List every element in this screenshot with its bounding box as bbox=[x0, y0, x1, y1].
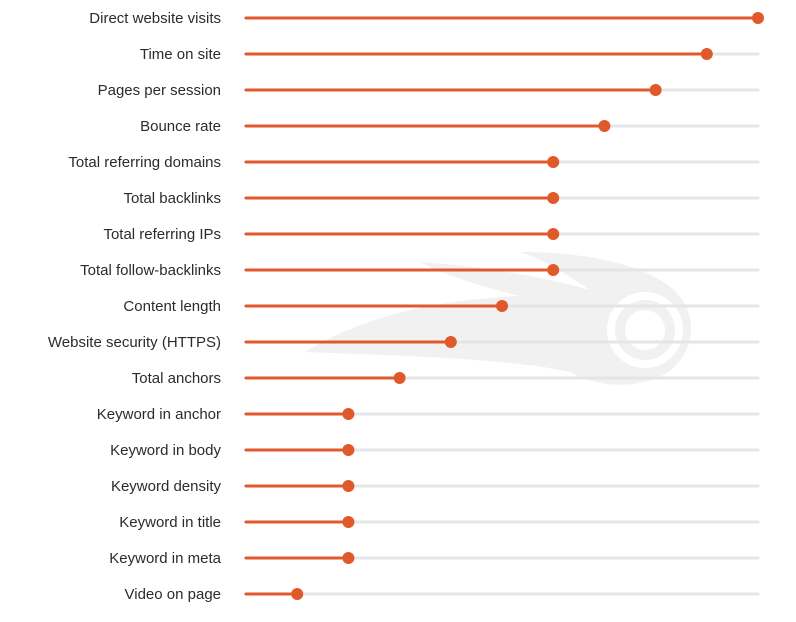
value-dot bbox=[496, 300, 508, 312]
category-label: Keyword in meta bbox=[109, 550, 221, 567]
chart-row: Keyword density bbox=[111, 478, 760, 495]
category-label: Keyword in anchor bbox=[97, 406, 221, 423]
chart-row: Direct website visits bbox=[89, 10, 764, 27]
value-dot bbox=[547, 264, 560, 276]
category-label: Time on site bbox=[140, 46, 221, 63]
chart-row: Keyword in title bbox=[119, 514, 760, 531]
chart-row: Total referring IPs bbox=[103, 226, 760, 243]
value-dot bbox=[342, 480, 355, 492]
chart-row: Time on site bbox=[140, 46, 760, 63]
category-label: Website security (HTTPS) bbox=[48, 334, 221, 351]
category-label: Keyword in title bbox=[119, 514, 221, 531]
category-label: Keyword density bbox=[111, 478, 222, 495]
chart-row: Total anchors bbox=[132, 370, 760, 387]
chart-row: Total follow-backlinks bbox=[80, 262, 760, 279]
category-label: Total follow-backlinks bbox=[80, 262, 221, 279]
value-dot bbox=[547, 156, 560, 168]
value-dot bbox=[393, 372, 406, 384]
value-dot bbox=[649, 84, 662, 96]
value-dot bbox=[291, 588, 304, 600]
category-label: Total referring domains bbox=[68, 154, 221, 171]
value-dot bbox=[700, 48, 713, 60]
category-label: Total anchors bbox=[132, 370, 221, 387]
chart-row: Website security (HTTPS) bbox=[48, 334, 760, 351]
value-dot bbox=[342, 408, 355, 420]
chart-row: Keyword in meta bbox=[109, 550, 760, 567]
value-dot bbox=[547, 228, 560, 240]
chart-row: Keyword in body bbox=[110, 442, 760, 459]
chart-row: Total backlinks bbox=[123, 190, 760, 207]
chart-row: Pages per session bbox=[98, 82, 760, 99]
chart-row: Video on page bbox=[125, 586, 760, 603]
category-label: Total referring IPs bbox=[103, 226, 221, 243]
chart-row: Keyword in anchor bbox=[97, 406, 760, 423]
value-dot bbox=[598, 120, 611, 132]
rows: Direct website visits Time on site Pages p… bbox=[48, 10, 764, 603]
category-label: Pages per session bbox=[98, 82, 221, 99]
watermark-logo bbox=[305, 252, 692, 385]
category-label: Content length bbox=[123, 298, 221, 315]
value-dot bbox=[444, 336, 457, 348]
category-label: Video on page bbox=[125, 586, 221, 603]
category-label: Direct website visits bbox=[89, 10, 221, 27]
category-label: Bounce rate bbox=[140, 118, 221, 135]
chart-row: Total referring domains bbox=[68, 154, 760, 171]
category-label: Keyword in body bbox=[110, 442, 221, 459]
value-dot bbox=[342, 516, 355, 528]
value-dot bbox=[752, 12, 764, 24]
value-dot bbox=[547, 192, 560, 204]
category-label: Total backlinks bbox=[123, 190, 221, 207]
value-dot bbox=[342, 552, 355, 564]
chart-row: Content length bbox=[123, 298, 760, 315]
value-dot bbox=[342, 444, 355, 456]
chart-row: Bounce rate bbox=[140, 118, 760, 135]
